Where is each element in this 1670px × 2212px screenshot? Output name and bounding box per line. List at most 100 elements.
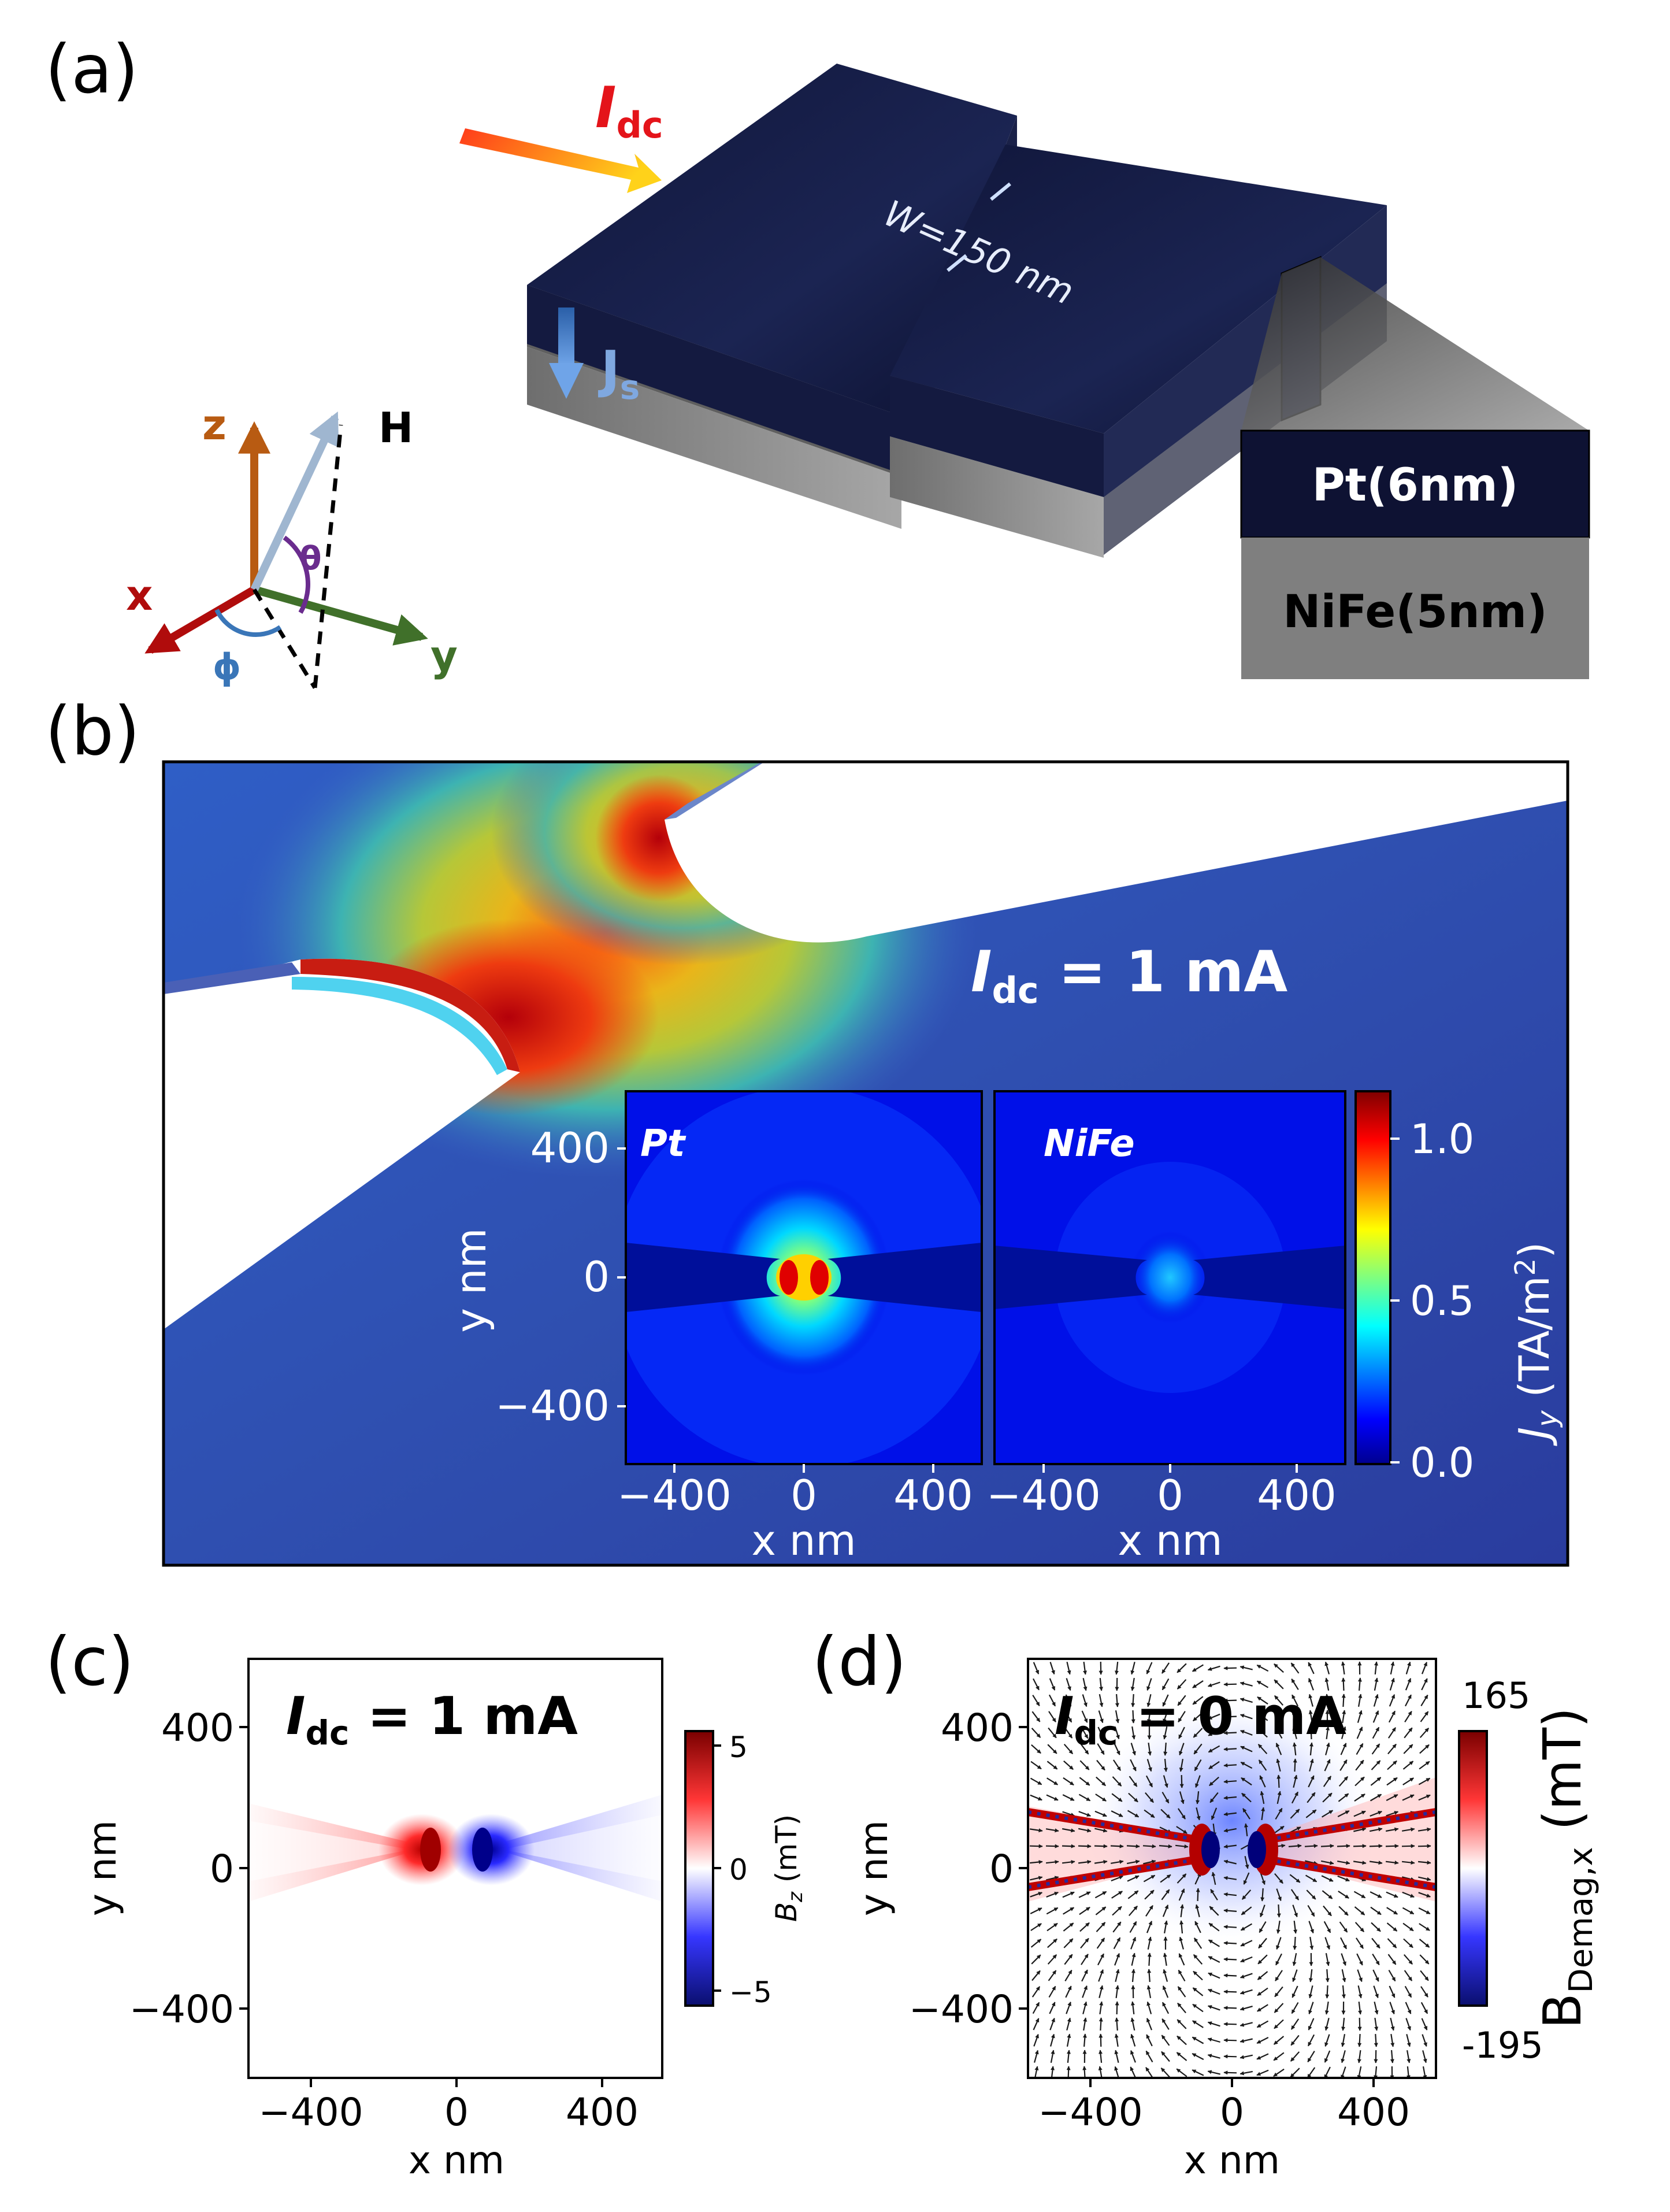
field-arrow	[1239, 1989, 1253, 1995]
field-arrow	[1062, 1811, 1075, 1817]
field-arrow	[1420, 1970, 1429, 1981]
field-arrow	[1161, 1889, 1170, 1900]
y-tick: −400	[495, 1381, 610, 1430]
field-arrow	[1128, 1905, 1138, 1917]
field-arrow	[1193, 1970, 1203, 1981]
field-arrow	[1130, 2001, 1135, 2015]
field-arrow	[1082, 1985, 1088, 1998]
field-arrow	[1177, 1808, 1186, 1820]
colorbar-label-jy: Jy (TA/m2)	[1509, 1242, 1564, 1446]
field-arrow	[1321, 1875, 1334, 1882]
field-arrow	[1048, 1711, 1056, 1722]
field-arrow	[1099, 1985, 1104, 1998]
x-tick: 0	[791, 1471, 817, 1520]
field-arrow	[1130, 2050, 1136, 2063]
field-arrow	[1031, 1954, 1041, 1965]
field-arrow	[1388, 1969, 1396, 1982]
field-arrow	[1048, 1694, 1056, 1707]
field-arrow	[1223, 2022, 1237, 2026]
panel-label-a: (a)	[45, 31, 139, 109]
field-arrow	[1309, 1758, 1314, 1772]
y-tick: 0	[210, 1847, 234, 1891]
field-arrow	[1374, 1661, 1379, 1675]
colorbar-tick: 1.0	[1410, 1116, 1474, 1163]
field-arrow	[1406, 2034, 1411, 2047]
field-arrow	[1029, 1828, 1043, 1833]
field-arrow	[1308, 1969, 1313, 1983]
panel-label-d: (d)	[812, 1623, 907, 1701]
field-arrow	[1342, 1710, 1346, 1724]
field-arrow	[1418, 1777, 1431, 1785]
field-arrow	[1401, 1844, 1415, 1848]
field-arrow	[1192, 2052, 1204, 2061]
y-tick: −400	[129, 1987, 234, 2032]
colorbar-tick: 0.0	[1410, 1439, 1474, 1487]
field-arrow	[1162, 1694, 1169, 1707]
field-arrow	[1048, 1727, 1057, 1739]
x-tick: 0	[1220, 2090, 1244, 2135]
field-arrow	[1357, 1677, 1362, 1691]
field-arrow	[1292, 1969, 1298, 1983]
width-arrows-icon	[947, 182, 1011, 272]
field-arrow	[1417, 1860, 1431, 1865]
spin-current-arrow-icon	[549, 307, 584, 399]
field-arrow	[1062, 1891, 1075, 1898]
y-tick: 0	[583, 1253, 610, 1301]
field-arrow	[1161, 2051, 1170, 2062]
field-arrow	[1066, 2050, 1071, 2063]
field-arrow	[1390, 2033, 1395, 2047]
field-arrow	[1325, 1952, 1330, 1966]
field-arrow	[1207, 2070, 1220, 2075]
field-arrow	[1111, 1810, 1123, 1817]
field-arrow	[1049, 1662, 1055, 1675]
field-arrow	[1045, 1844, 1059, 1848]
field-arrow	[1046, 1922, 1058, 1932]
field-arrow	[1389, 1677, 1395, 1691]
field-arrow	[1112, 1759, 1122, 1771]
field-arrow	[1387, 1938, 1397, 1948]
field-arrow	[1420, 1986, 1428, 1998]
field-arrow	[1078, 1859, 1092, 1864]
x-axis-label: x nm	[751, 1516, 856, 1565]
field-arrow	[1341, 1661, 1345, 1675]
field-arrow	[1177, 2035, 1187, 2046]
panel-a: (a) Idc W=15	[45, 31, 1590, 689]
field-arrow	[1374, 2002, 1379, 2015]
field-arrow	[1419, 1728, 1430, 1738]
field-arrow	[1176, 2068, 1187, 2077]
field-arrow	[1371, 1937, 1380, 1949]
field-arrow	[1273, 2052, 1285, 2061]
field-arrow	[1098, 1710, 1104, 1724]
field-arrow	[1064, 1969, 1072, 1981]
field-arrow	[1290, 2068, 1300, 2078]
field-arrow	[1063, 1938, 1074, 1948]
field-arrow	[1241, 1777, 1252, 1786]
field-arrow	[1307, 2034, 1315, 2047]
field-arrow	[1130, 1743, 1136, 1756]
field-arrow	[1276, 1888, 1282, 1902]
y-tick: −400	[909, 1987, 1014, 2032]
field-arrow	[1193, 1743, 1203, 1755]
field-arrow	[1046, 1794, 1059, 1801]
field-arrow	[1047, 1938, 1057, 1948]
layer-nife-label: NiFe(5nm)	[1283, 586, 1547, 638]
field-arrow	[1386, 1777, 1398, 1786]
field-arrow	[1261, 1807, 1266, 1821]
inset-nife-label: NiFe	[1044, 1122, 1135, 1165]
field-arrow	[1078, 1844, 1092, 1848]
colorbar-label-bdemag: BDemag,x (mT)	[1532, 1707, 1600, 2029]
field-arrow	[1161, 1678, 1170, 1691]
field-arrow	[1389, 1985, 1396, 1998]
field-arrow	[1291, 1791, 1299, 1804]
field-arrow	[1045, 1859, 1059, 1864]
field-arrow	[1223, 1859, 1237, 1865]
field-arrow	[1096, 1937, 1105, 1949]
field-arrow	[1193, 1954, 1203, 1965]
field-arrow	[1402, 1794, 1415, 1801]
field-arrow	[1208, 1939, 1220, 1947]
field-arrow	[1223, 1876, 1237, 1880]
field-arrow	[1131, 1969, 1135, 1983]
field-arrow	[1223, 1812, 1237, 1817]
field-arrow	[1341, 1969, 1346, 1983]
field-arrow	[1369, 1861, 1383, 1865]
